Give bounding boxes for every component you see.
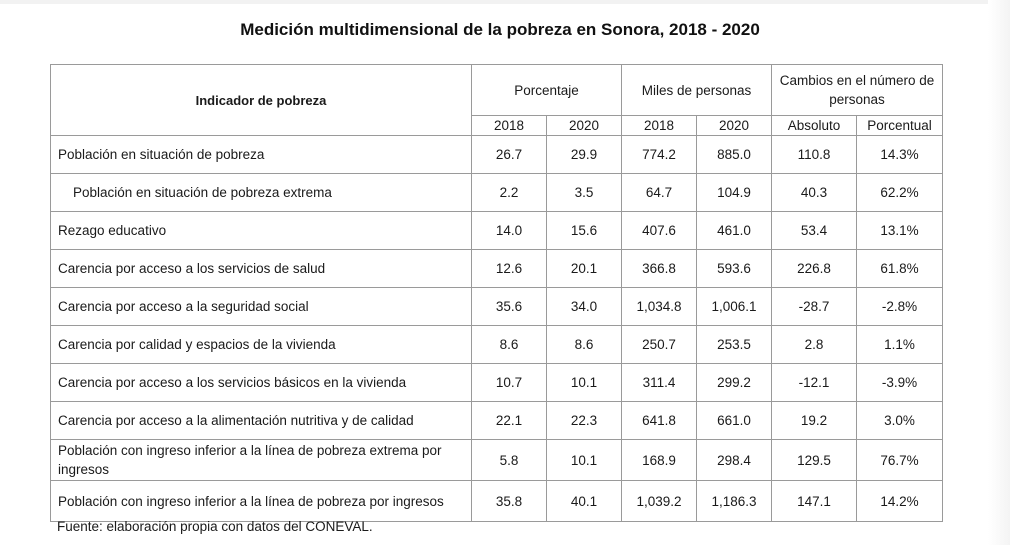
group-header-porcentaje: Porcentaje xyxy=(471,64,622,116)
poverty-table: Indicador de pobreza Porcentaje Miles de… xyxy=(50,64,943,522)
row-label: Carencia por acceso a la seguridad socia… xyxy=(50,287,472,326)
table-cell: 64.7 xyxy=(621,173,697,212)
table-cell: 8.6 xyxy=(546,325,622,364)
row-label: Rezago educativo xyxy=(50,211,472,250)
table-cell: 147.1 xyxy=(771,480,857,522)
subheader-cell: 2018 xyxy=(621,115,697,136)
table-cell: 1,034.8 xyxy=(621,287,697,326)
table-cell: 35.8 xyxy=(471,480,547,522)
table-row: Carencia por acceso a los servicios de s… xyxy=(50,249,943,288)
table-cell: 407.6 xyxy=(621,211,697,250)
table-cell: 61.8% xyxy=(856,249,943,288)
source-note: Fuente: elaboración propia con datos del… xyxy=(57,519,373,534)
table-row: Población con ingreso inferior a la líne… xyxy=(50,480,943,522)
table-cell: 129.5 xyxy=(771,439,857,481)
group-header-miles: Miles de personas xyxy=(621,64,772,116)
table-row: Carencia por acceso a los servicios bási… xyxy=(50,363,943,402)
table-cell: 593.6 xyxy=(696,249,772,288)
indicator-header: Indicador de pobreza xyxy=(50,64,472,136)
table-cell: 104.9 xyxy=(696,173,772,212)
table-cell: 10.7 xyxy=(471,363,547,402)
table-row: Población en situación de pobreza 26.7 2… xyxy=(50,135,943,174)
table-cell: 40.3 xyxy=(771,173,857,212)
table-cell: 2.2 xyxy=(471,173,547,212)
table-cell: -3.9% xyxy=(856,363,943,402)
table-cell: 661.0 xyxy=(696,401,772,440)
table-cell: 26.7 xyxy=(471,135,547,174)
table-row: Población en situación de pobreza extrem… xyxy=(50,173,943,212)
table-cell: 168.9 xyxy=(621,439,697,481)
table-cell: 885.0 xyxy=(696,135,772,174)
group-header-cambios: Cambios en el número de personas xyxy=(771,64,943,116)
table-cell: 10.1 xyxy=(546,363,622,402)
table-cell: 110.8 xyxy=(771,135,857,174)
subheader-cell: 2020 xyxy=(696,115,772,136)
table-cell: 250.7 xyxy=(621,325,697,364)
table-cell: 253.5 xyxy=(696,325,772,364)
table-cell: 1,006.1 xyxy=(696,287,772,326)
table-cell: 461.0 xyxy=(696,211,772,250)
table-cell: 1,039.2 xyxy=(621,480,697,522)
row-label: Población en situación de pobreza xyxy=(50,135,472,174)
header-row-groups: Indicador de pobreza Porcentaje Miles de… xyxy=(50,64,943,136)
table-cell: 62.2% xyxy=(856,173,943,212)
table-row: Población con ingreso inferior a la líne… xyxy=(50,439,943,481)
table-cell: 40.1 xyxy=(546,480,622,522)
table-cell: 22.1 xyxy=(471,401,547,440)
table-cell: 34.0 xyxy=(546,287,622,326)
table-cell: 226.8 xyxy=(771,249,857,288)
table-cell: 3.5 xyxy=(546,173,622,212)
row-label: Población en situación de pobreza extrem… xyxy=(50,173,472,212)
table-cell: 22.3 xyxy=(546,401,622,440)
table-cell: 10.1 xyxy=(546,439,622,481)
table-cell: 299.2 xyxy=(696,363,772,402)
table-cell: 14.3% xyxy=(856,135,943,174)
table-row: Carencia por acceso a la alimentación nu… xyxy=(50,401,943,440)
page-edge-shadow xyxy=(988,0,1010,545)
row-label: Carencia por acceso a la alimentación nu… xyxy=(50,401,472,440)
table-cell: 3.0% xyxy=(856,401,943,440)
row-label: Carencia por acceso a los servicios bási… xyxy=(50,363,472,402)
row-label: Población con ingreso inferior a la líne… xyxy=(50,480,472,522)
table-container: Indicador de pobreza Porcentaje Miles de… xyxy=(50,64,943,522)
top-divider xyxy=(0,0,1010,4)
table-cell: 29.9 xyxy=(546,135,622,174)
row-label: Población con ingreso inferior a la líne… xyxy=(50,439,472,481)
table-cell: 15.6 xyxy=(546,211,622,250)
table-cell: 2.8 xyxy=(771,325,857,364)
table-cell: 8.6 xyxy=(471,325,547,364)
table-row: Carencia por acceso a la seguridad socia… xyxy=(50,287,943,326)
table-cell: 13.1% xyxy=(856,211,943,250)
table-row: Rezago educativo 14.0 15.6 407.6 461.0 5… xyxy=(50,211,943,250)
subheader-cell: 2020 xyxy=(546,115,622,136)
subheader-cell: Porcentual xyxy=(856,115,943,136)
subheader-cell: Absoluto xyxy=(771,115,857,136)
table-cell: 311.4 xyxy=(621,363,697,402)
table-cell: 12.6 xyxy=(471,249,547,288)
table-cell: -2.8% xyxy=(856,287,943,326)
table-cell: 5.8 xyxy=(471,439,547,481)
row-label: Carencia por calidad y espacios de la vi… xyxy=(50,325,472,364)
table-cell: 14.0 xyxy=(471,211,547,250)
table-cell: 366.8 xyxy=(621,249,697,288)
table-cell: 641.8 xyxy=(621,401,697,440)
table-cell: 76.7% xyxy=(856,439,943,481)
table-cell: 35.6 xyxy=(471,287,547,326)
table-cell: 20.1 xyxy=(546,249,622,288)
table-row: Carencia por calidad y espacios de la vi… xyxy=(50,325,943,364)
subheader-cell: 2018 xyxy=(471,115,547,136)
table-cell: 774.2 xyxy=(621,135,697,174)
table-cell: -12.1 xyxy=(771,363,857,402)
table-cell: 14.2% xyxy=(856,480,943,522)
row-label: Carencia por acceso a los servicios de s… xyxy=(50,249,472,288)
table-cell: 298.4 xyxy=(696,439,772,481)
table-cell: 19.2 xyxy=(771,401,857,440)
table-cell: 1,186.3 xyxy=(696,480,772,522)
table-title: Medición multidimensional de la pobreza … xyxy=(240,20,760,39)
table-cell: 1.1% xyxy=(856,325,943,364)
header-row-years: 2018 2020 2018 2020 Absoluto Porcentual xyxy=(51,115,943,136)
table-cell: -28.7 xyxy=(771,287,857,326)
table-cell: 53.4 xyxy=(771,211,857,250)
